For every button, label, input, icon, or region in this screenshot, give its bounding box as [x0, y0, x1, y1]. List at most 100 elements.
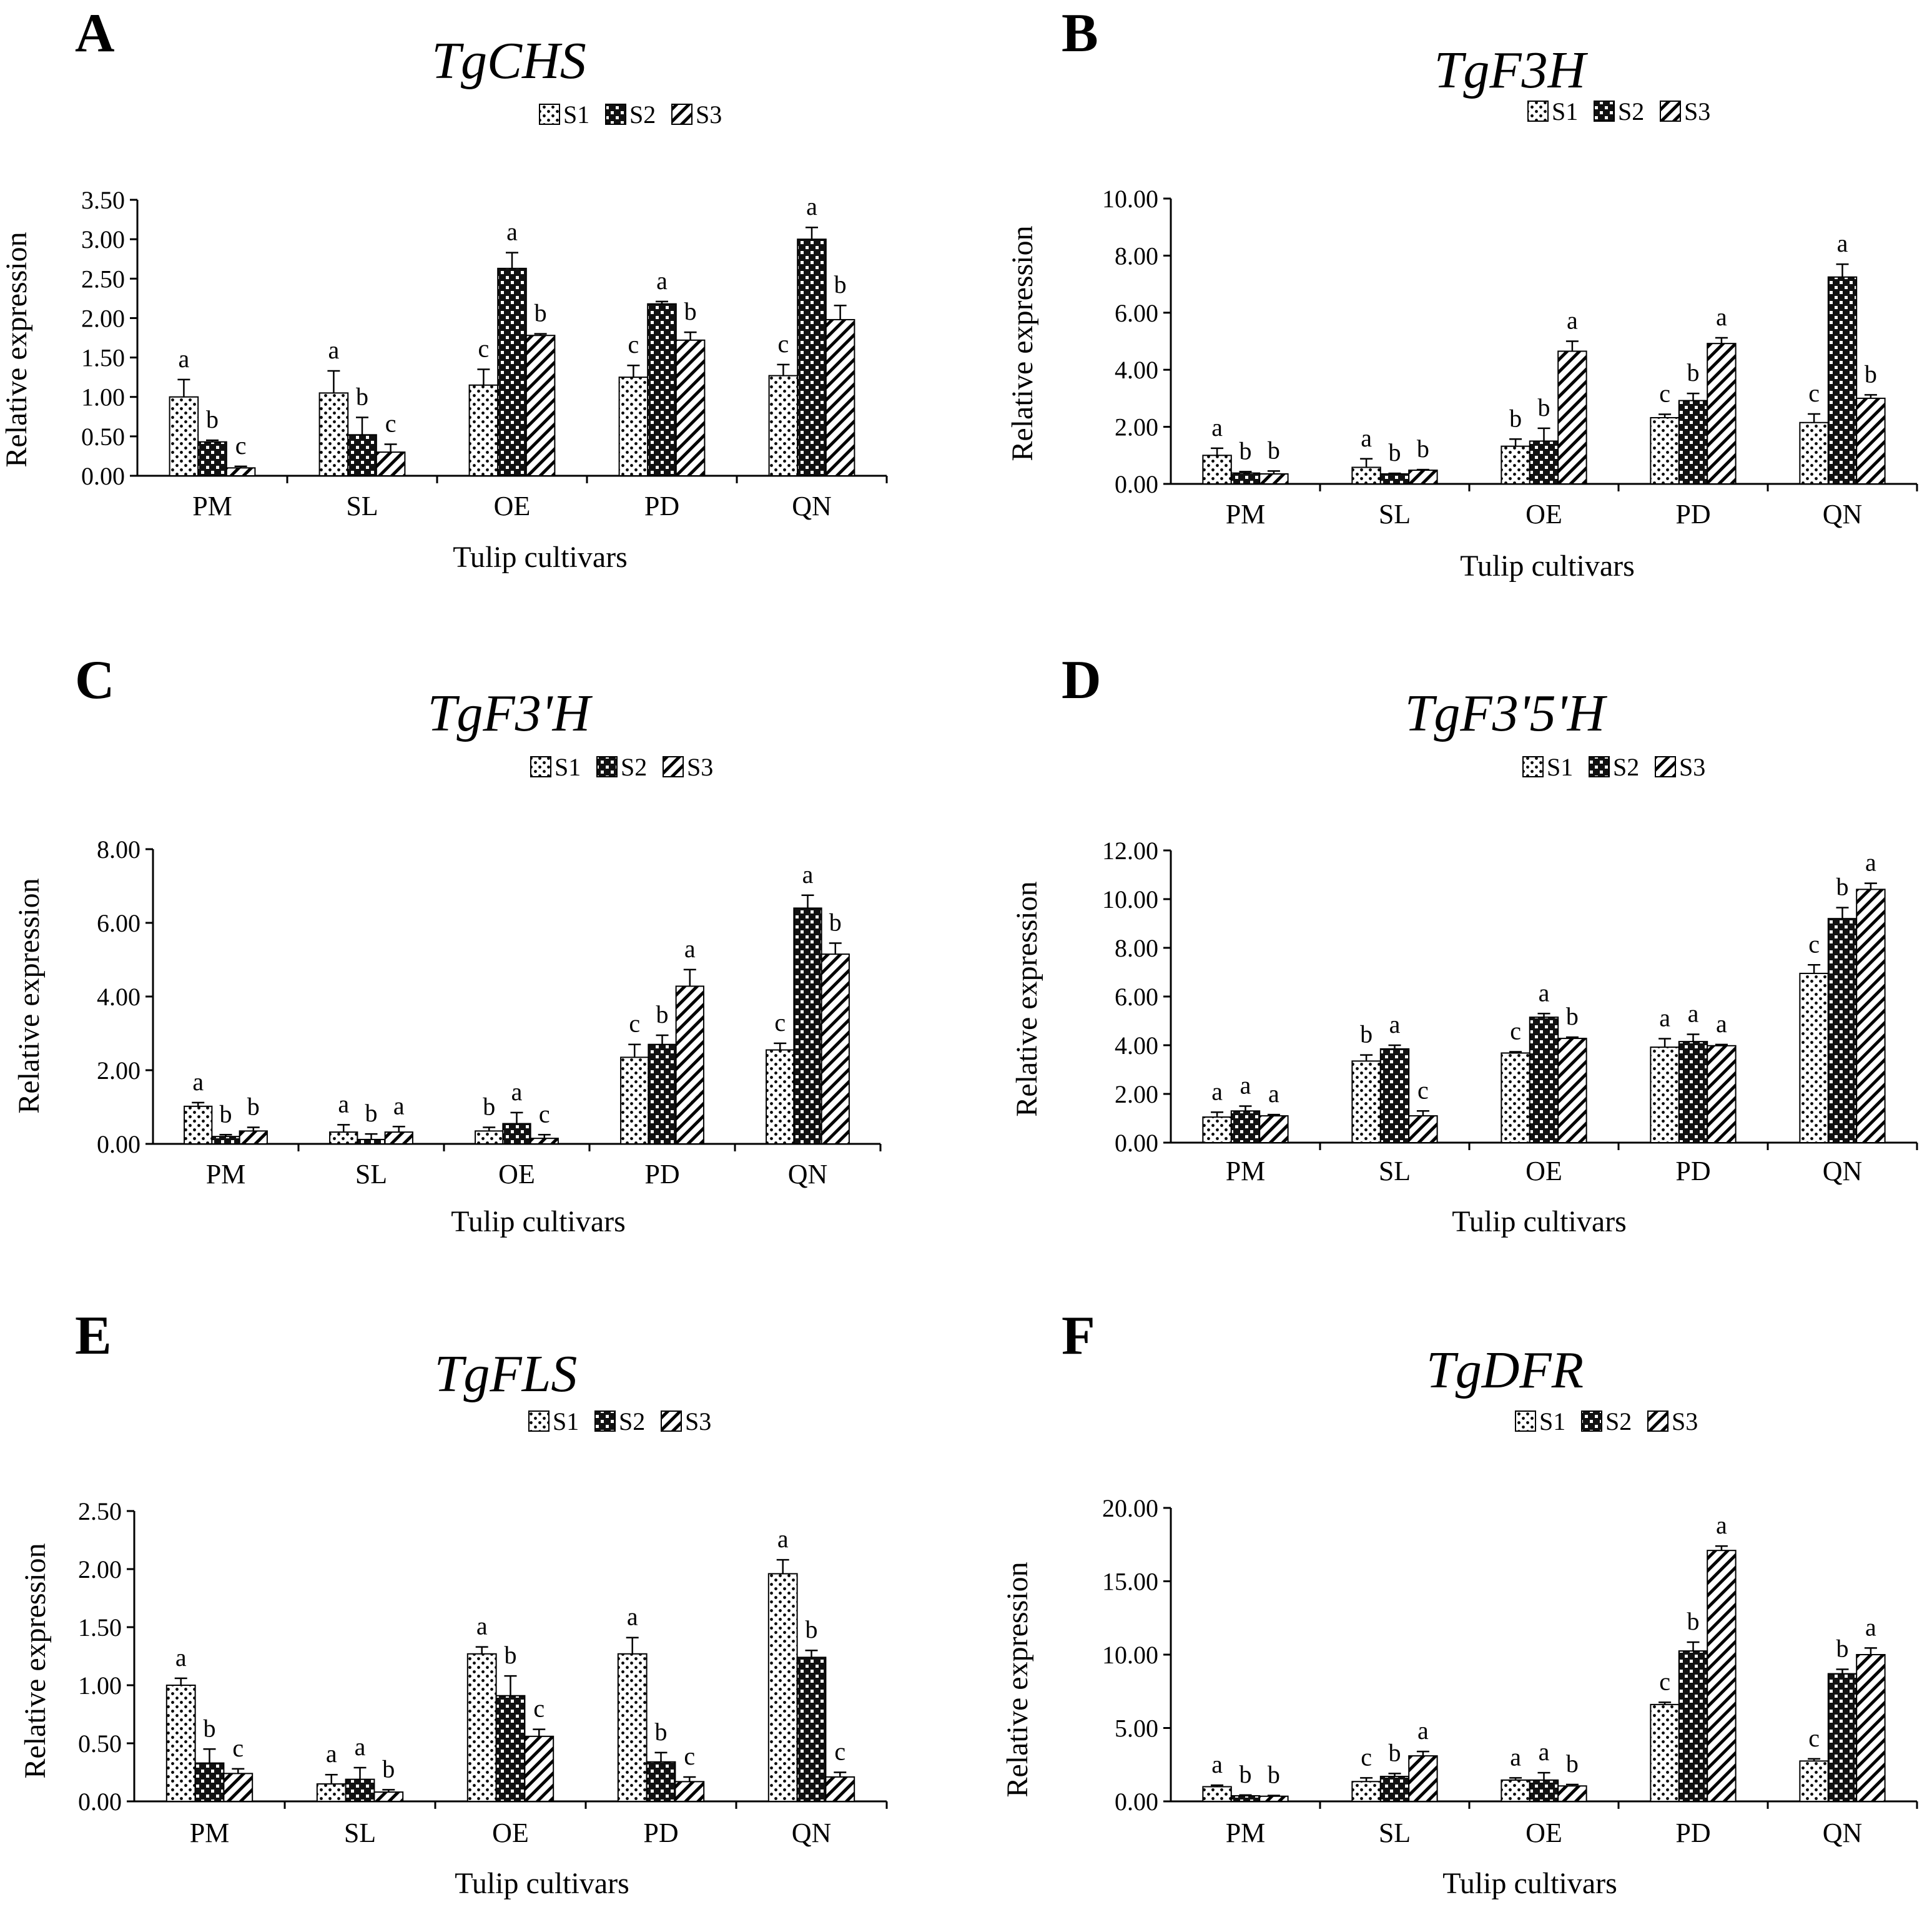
y-tick-label: 10.00 — [1102, 1641, 1158, 1669]
bar-sl-s3 — [373, 1791, 404, 1803]
bar-pm-s2 — [1230, 472, 1261, 485]
bar-sl-s3 — [1408, 1755, 1438, 1802]
significance-letter: b — [1566, 1002, 1579, 1030]
significance-letter: b — [656, 1000, 669, 1028]
y-tick-label: 8.00 — [97, 835, 140, 864]
bar-qn-s1 — [1799, 972, 1829, 1143]
significance-letter: a — [1268, 1080, 1279, 1108]
legend-label-s3: S3 — [1684, 97, 1710, 126]
category-label-pm: PM — [1226, 499, 1266, 529]
significance-letter: b — [829, 908, 842, 936]
legend-swatch-s2 — [1589, 756, 1610, 777]
significance-letter: b — [535, 299, 547, 327]
significance-letter: a — [1865, 1613, 1876, 1641]
category-label-pm: PM — [192, 491, 232, 521]
significance-letter: a — [175, 1643, 187, 1671]
legend-swatch-s1 — [1527, 101, 1549, 122]
legend-label-s2: S2 — [1613, 753, 1639, 781]
significance-letter: c — [533, 1695, 545, 1723]
category-label-oe: OE — [494, 491, 531, 521]
significance-letter: b — [365, 1099, 378, 1127]
significance-letter: b — [1240, 1760, 1252, 1788]
bar-sl-s1 — [316, 1783, 347, 1803]
category-label-sl: SL — [355, 1159, 387, 1189]
significance-letter: a — [179, 345, 190, 373]
y-tick-label: 8.00 — [1115, 242, 1158, 270]
category-label-qn: QN — [1823, 499, 1863, 529]
significance-letter: b — [1268, 436, 1280, 464]
bar-pd-s3 — [675, 985, 704, 1145]
chart-panel-f: F TgDFR S1 S2 S3 0.00 5.00 10.00 15.00 20.00 Relat… — [1001, 1306, 1918, 1900]
bar-sl-s1 — [1351, 1060, 1381, 1143]
bar-pm-s1 — [1202, 1786, 1232, 1802]
significance-letter: b — [1360, 1020, 1373, 1048]
x-axis-title: Tulip cultivars — [455, 1867, 629, 1900]
category-label-pd: PD — [643, 1818, 678, 1848]
significance-letter: b — [1538, 393, 1550, 421]
category-label-pd: PD — [644, 1159, 679, 1189]
bar-qn-s2 — [793, 907, 822, 1145]
bar-pd-s2 — [648, 1043, 677, 1145]
legend: S1 S2 S3 — [1515, 1407, 1698, 1435]
bar-pm-s3 — [239, 1130, 268, 1145]
significance-letter: c — [1808, 379, 1820, 407]
y-tick-label: 6.00 — [1115, 983, 1158, 1011]
legend-swatch-s1 — [1515, 1410, 1536, 1432]
y-tick-label: 0.00 — [1115, 1788, 1158, 1816]
y-tick-label: 0.00 — [1115, 470, 1158, 498]
bar-pm-s3 — [1259, 1115, 1289, 1143]
bar-oe-s3 — [1557, 1038, 1587, 1143]
chart-title: TgFLS — [435, 1345, 578, 1403]
significance-letter: c — [1361, 1743, 1372, 1771]
y-tick-label: 4.00 — [1115, 1031, 1158, 1060]
bar-qn-s3 — [825, 1776, 855, 1802]
bar-sl-s2 — [1379, 1776, 1410, 1803]
legend: S1 S2 S3 — [539, 101, 722, 129]
chart-title: TgCHS — [431, 32, 586, 90]
significance-letter: b — [1836, 873, 1849, 901]
significance-letter: c — [232, 1734, 244, 1762]
bar-pm-s1 — [1202, 455, 1232, 485]
significance-letter: a — [1510, 1743, 1521, 1771]
bar-sl-s2 — [1379, 473, 1410, 485]
chart-title: TgF3H — [1434, 41, 1589, 99]
bar-sl-s3 — [1408, 470, 1438, 485]
y-tick-label: 1.50 — [81, 344, 125, 372]
y-tick-label: 0.00 — [1115, 1129, 1158, 1157]
significance-letter: a — [1716, 303, 1727, 331]
y-tick-label: 10.00 — [1102, 185, 1158, 213]
legend-label-s3: S3 — [685, 1407, 711, 1435]
legend-label-s1: S1 — [1539, 1407, 1565, 1435]
legend-label-s2: S2 — [621, 753, 647, 781]
significance-letter: a — [1361, 424, 1372, 452]
significance-letter: a — [1539, 1738, 1550, 1766]
bar-qn-s1 — [768, 375, 799, 476]
significance-letter: b — [1687, 358, 1700, 386]
category-label-qn: QN — [792, 491, 832, 521]
significance-letter: b — [1389, 1738, 1401, 1766]
bar-sl-s2 — [1379, 1048, 1410, 1143]
legend-label-s3: S3 — [1672, 1407, 1698, 1435]
bar-sl-s1 — [318, 392, 349, 477]
category-label-oe: OE — [1525, 1156, 1562, 1186]
y-tick-label: 3.00 — [81, 225, 125, 254]
legend-swatch-s3 — [1655, 756, 1676, 777]
bar-qn-s3 — [821, 953, 850, 1145]
panel-letter: C — [75, 650, 115, 711]
bar-pd-s2 — [646, 1761, 676, 1803]
category-label-qn: QN — [1823, 1818, 1863, 1848]
bar-oe-s1 — [475, 1130, 504, 1145]
bar-sl-s2 — [347, 434, 377, 476]
category-label-pm: PM — [206, 1159, 246, 1189]
significance-letter: a — [1211, 1077, 1223, 1105]
category-label-oe: OE — [498, 1159, 535, 1189]
x-axis-title: Tulip cultivars — [1442, 1867, 1617, 1900]
y-tick-label: 0.50 — [78, 1730, 122, 1758]
y-tick-label: 2.00 — [97, 1056, 140, 1085]
bar-pd-s2 — [1678, 1650, 1708, 1802]
legend-swatch-s1 — [1522, 756, 1544, 777]
bar-oe-s3 — [1557, 350, 1587, 485]
significance-letter: c — [774, 1008, 786, 1036]
bar-pm-s1 — [169, 396, 199, 477]
bar-sl-s2 — [357, 1138, 386, 1145]
